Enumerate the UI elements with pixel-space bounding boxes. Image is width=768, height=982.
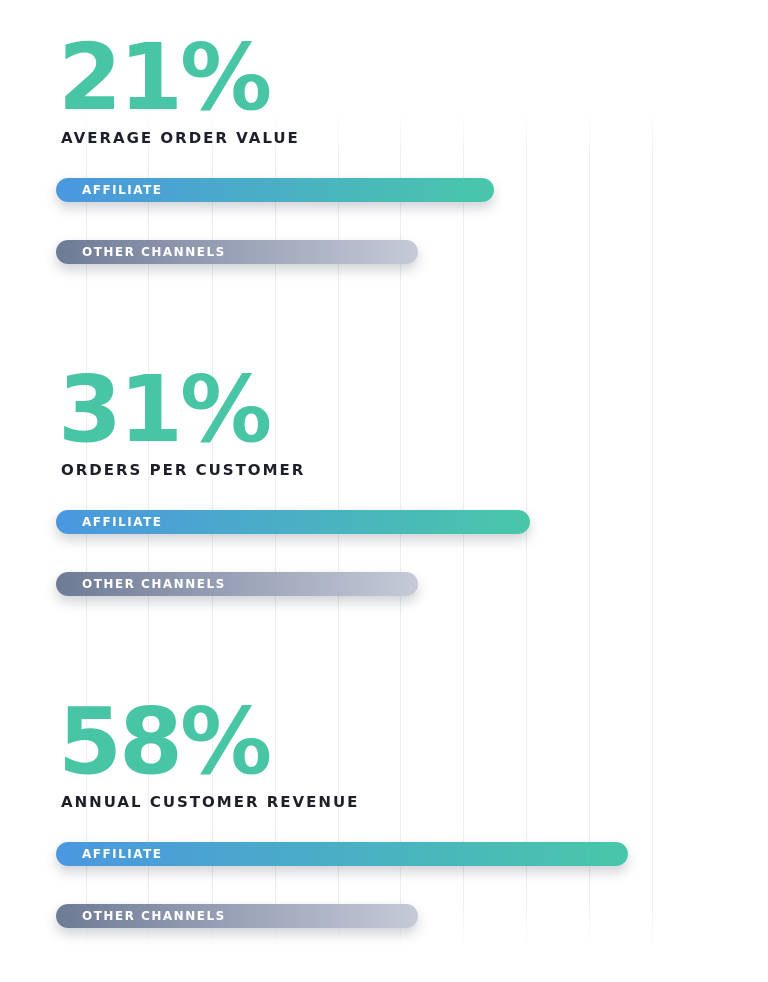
bar-label-affiliate: AFFILIATE: [82, 847, 163, 861]
bar-label-affiliate: AFFILIATE: [82, 183, 163, 197]
metric-title: ANNUAL CUSTOMER REVENUE: [61, 793, 360, 811]
gridline: [589, 110, 590, 950]
percent-value: 21%: [58, 24, 272, 131]
bar-label-other-channels: OTHER CHANNELS: [82, 245, 226, 259]
metric-section-annual-customer-revenue: 58% ANNUAL CUSTOMER REVENUE AFFILIATE OT…: [56, 676, 736, 936]
metric-section-orders-per-customer: 31% ORDERS PER CUSTOMER AFFILIATE OTHER …: [56, 344, 736, 604]
other-channels-bar: OTHER CHANNELS: [56, 572, 418, 596]
bar-label-other-channels: OTHER CHANNELS: [82, 909, 226, 923]
gridline: [652, 110, 653, 950]
metric-title: AVERAGE ORDER VALUE: [61, 129, 300, 147]
other-channels-bar: OTHER CHANNELS: [56, 240, 418, 264]
affiliate-bar: AFFILIATE: [56, 842, 628, 866]
bar-label-other-channels: OTHER CHANNELS: [82, 577, 226, 591]
metric-section-average-order-value: 21% AVERAGE ORDER VALUE AFFILIATE OTHER …: [56, 12, 736, 272]
percent-value: 58%: [58, 688, 272, 795]
bar-label-affiliate: AFFILIATE: [82, 515, 163, 529]
metric-title: ORDERS PER CUSTOMER: [61, 461, 306, 479]
percent-value: 31%: [58, 356, 272, 463]
affiliate-bar: AFFILIATE: [56, 510, 530, 534]
other-channels-bar: OTHER CHANNELS: [56, 904, 418, 928]
affiliate-bar: AFFILIATE: [56, 178, 494, 202]
